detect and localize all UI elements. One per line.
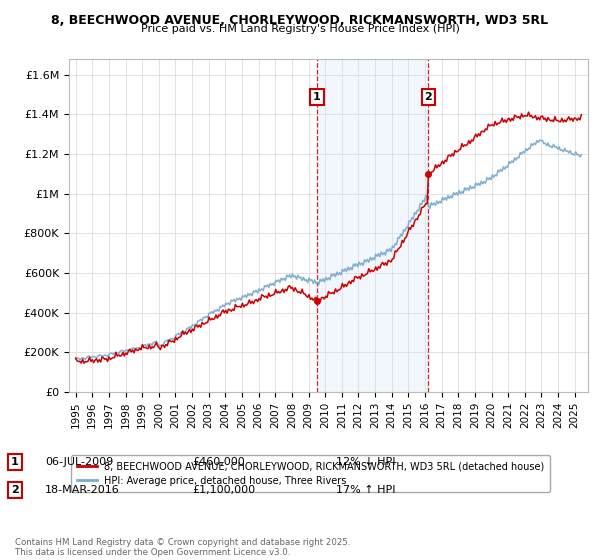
Text: 1: 1 [11, 457, 19, 467]
Text: 2: 2 [11, 485, 19, 495]
Text: 17% ↑ HPI: 17% ↑ HPI [336, 485, 395, 495]
Text: 2: 2 [424, 92, 432, 102]
Text: 06-JUL-2009: 06-JUL-2009 [45, 457, 113, 467]
Text: Price paid vs. HM Land Registry's House Price Index (HPI): Price paid vs. HM Land Registry's House … [140, 24, 460, 34]
Legend: 8, BEECHWOOD AVENUE, CHORLEYWOOD, RICKMANSWORTH, WD3 5RL (detached house), HPI: : 8, BEECHWOOD AVENUE, CHORLEYWOOD, RICKMA… [71, 455, 550, 492]
Text: £1,100,000: £1,100,000 [192, 485, 255, 495]
Bar [317, 59, 428, 392]
Text: 12% ↓ HPI: 12% ↓ HPI [336, 457, 395, 467]
Text: 18-MAR-2016: 18-MAR-2016 [45, 485, 120, 495]
Text: 1: 1 [313, 92, 321, 102]
Text: 8, BEECHWOOD AVENUE, CHORLEYWOOD, RICKMANSWORTH, WD3 5RL: 8, BEECHWOOD AVENUE, CHORLEYWOOD, RICKMA… [52, 14, 548, 27]
Text: £460,000: £460,000 [192, 457, 245, 467]
Text: Contains HM Land Registry data © Crown copyright and database right 2025.
This d: Contains HM Land Registry data © Crown c… [15, 538, 350, 557]
